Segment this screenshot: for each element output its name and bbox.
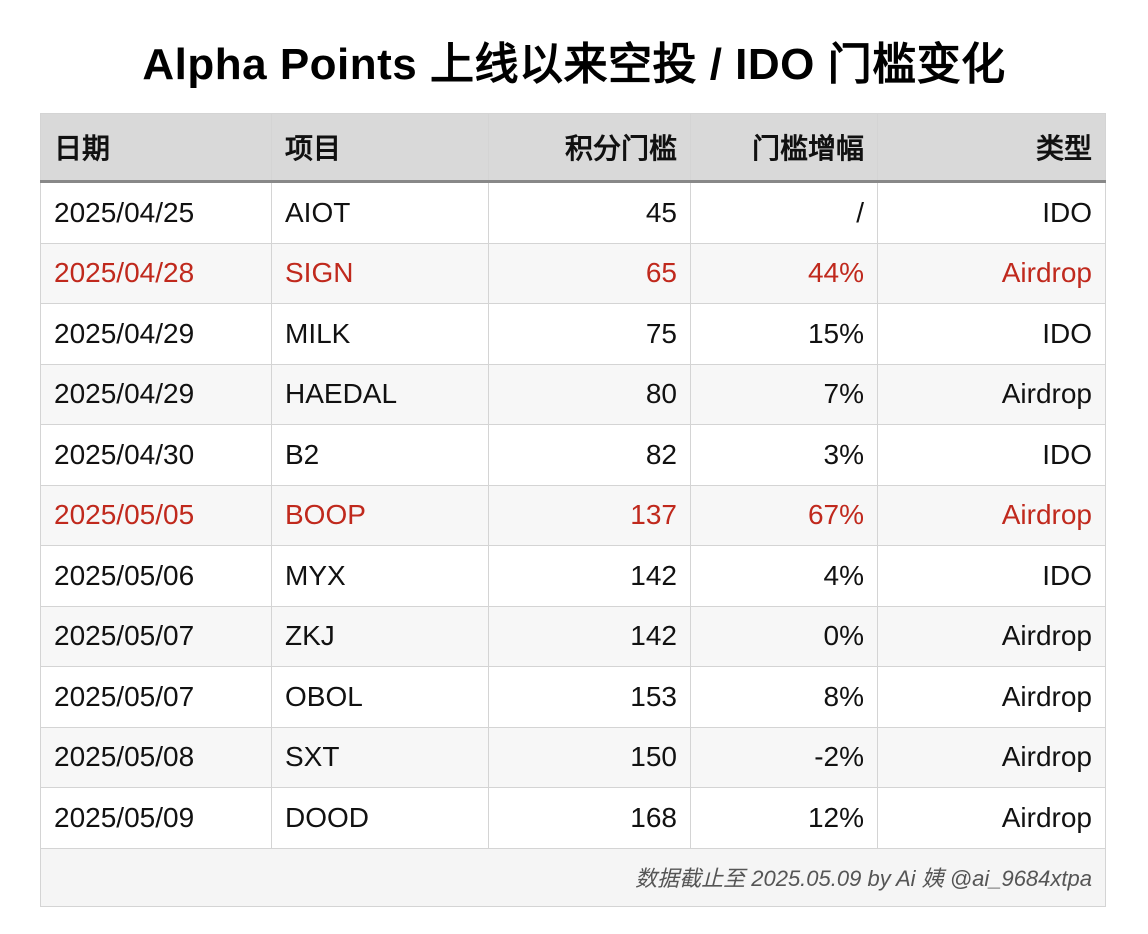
cell-increase: / [690, 181, 878, 244]
cell-date: 2025/05/07 [40, 605, 272, 667]
cell-points: 142 [488, 605, 691, 667]
cell-project: B2 [271, 424, 489, 486]
cell-type: Airdrop [877, 242, 1106, 304]
table-row: 2025/05/07 ZKJ 142 0% Airdrop [40, 605, 1106, 667]
cell-increase: 8% [690, 666, 878, 728]
cell-date: 2025/04/29 [40, 363, 272, 425]
cell-points: 80 [488, 363, 691, 425]
cell-project: DOOD [271, 787, 489, 849]
cell-increase: 0% [690, 605, 878, 667]
cell-type: IDO [877, 545, 1106, 607]
header-points: 积分门槛 [488, 113, 691, 183]
header-project: 项目 [271, 113, 489, 183]
table-row: 2025/04/28 SIGN 65 44% Airdrop [40, 242, 1106, 304]
cell-type: Airdrop [877, 363, 1106, 425]
cell-points: 150 [488, 726, 691, 788]
cell-date: 2025/05/05 [40, 484, 272, 546]
cell-type: Airdrop [877, 666, 1106, 728]
header-date: 日期 [40, 113, 272, 183]
table-row: 2025/05/05 BOOP 137 67% Airdrop [40, 484, 1106, 546]
cell-date: 2025/05/09 [40, 787, 272, 849]
cell-increase: 67% [690, 484, 878, 546]
table-row: 2025/04/25 AIOT 45/IDO [40, 181, 1106, 244]
cell-date: 2025/04/29 [40, 303, 272, 365]
table-row: 2025/04/29 MILK 75 15% IDO [40, 303, 1106, 365]
cell-increase: 44% [690, 242, 878, 304]
cell-type: IDO [877, 303, 1106, 365]
cell-date: 2025/04/28 [40, 242, 272, 304]
cell-project: SIGN [271, 242, 489, 304]
table-row: 2025/04/29 HAEDAL 80 7% Airdrop [40, 363, 1106, 425]
cell-increase: 15% [690, 303, 878, 365]
cell-increase: 4% [690, 545, 878, 607]
cell-date: 2025/04/30 [40, 424, 272, 486]
cell-project: MILK [271, 303, 489, 365]
table-header-row: 日期 项目 积分门槛 门槛增幅 类型 [40, 113, 1106, 183]
cell-points: 82 [488, 424, 691, 486]
cell-project: AIOT [271, 181, 489, 244]
cell-project: MYX [271, 545, 489, 607]
cell-type: IDO [877, 181, 1106, 244]
table-row: 2025/04/30 B2 82 3% IDO [40, 424, 1106, 486]
cell-type: Airdrop [877, 484, 1106, 546]
cell-date: 2025/05/07 [40, 666, 272, 728]
table-footer-row: 数据截止至 2025.05.09 by Ai 姨 @ai_9684xtpa [40, 847, 1106, 907]
cell-type: IDO [877, 424, 1106, 486]
data-source-note: 数据截止至 2025.05.09 by Ai 姨 @ai_9684xtpa [40, 847, 1106, 907]
cell-increase: -2% [690, 726, 878, 788]
table-row: 2025/05/08 SXT 150 -2% Airdrop [40, 726, 1106, 788]
cell-increase: 12% [690, 787, 878, 849]
cell-points: 65 [488, 242, 691, 304]
cell-points: 75 [488, 303, 691, 365]
cell-project: SXT [271, 726, 489, 788]
table-row: 2025/05/07 OBOL 153 8% Airdrop [40, 666, 1106, 728]
table-row: 2025/05/06 MYX 142 4% IDO [40, 545, 1106, 607]
cell-points: 45 [488, 181, 691, 244]
table-row: 2025/05/09 DOOD 168 12% Airdrop [40, 787, 1106, 849]
cell-project: BOOP [271, 484, 489, 546]
cell-increase: 3% [690, 424, 878, 486]
table-body: 2025/04/25 AIOT 45/IDO 2025/04/28 SIGN 65 44% A… [40, 181, 1106, 907]
cell-type: Airdrop [877, 605, 1106, 667]
cell-project: OBOL [271, 666, 489, 728]
threshold-table-container: 日期 项目 积分门槛 门槛增幅 类型 2025/04/25 AIOT 45/IDO 2… [40, 113, 1106, 907]
cell-points: 168 [488, 787, 691, 849]
cell-date: 2025/04/25 [40, 181, 272, 244]
threshold-table: 日期 项目 积分门槛 门槛增幅 类型 2025/04/25 AIOT 45/IDO 2… [40, 113, 1106, 907]
cell-date: 2025/05/08 [40, 726, 272, 788]
cell-points: 137 [488, 484, 691, 546]
cell-points: 142 [488, 545, 691, 607]
cell-date: 2025/05/06 [40, 545, 272, 607]
page-title: Alpha Points 上线以来空投 / IDO 门槛变化 [142, 40, 1006, 89]
cell-points: 153 [488, 666, 691, 728]
cell-type: Airdrop [877, 726, 1106, 788]
header-type: 类型 [877, 113, 1106, 183]
cell-type: Airdrop [877, 787, 1106, 849]
cell-increase: 7% [690, 363, 878, 425]
cell-project: ZKJ [271, 605, 489, 667]
cell-project: HAEDAL [271, 363, 489, 425]
header-increase: 门槛增幅 [690, 113, 878, 183]
